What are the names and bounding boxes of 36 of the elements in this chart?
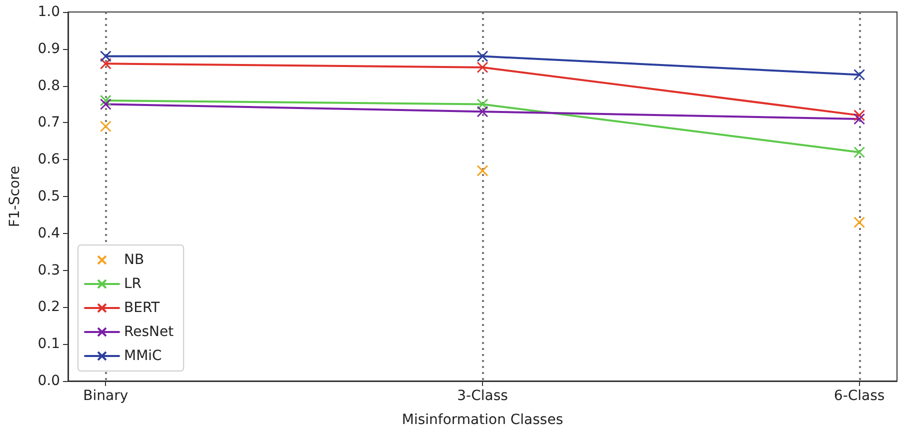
point [476, 50, 488, 62]
y-axis-title: F1-Score [7, 166, 23, 228]
legend-label: ResNet [124, 324, 174, 340]
y-tick-label: 0.8 [38, 78, 60, 94]
x-tick-label: Binary [83, 388, 128, 404]
point [100, 120, 112, 132]
point [854, 113, 866, 125]
legend-label: LR [124, 276, 142, 292]
y-tick-label: 0.9 [38, 40, 60, 57]
y-tick-label: 0.3 [38, 262, 60, 278]
point [100, 98, 112, 110]
x-axis-title: Misinformation Classes [402, 412, 564, 428]
y-tick-label: 0.7 [38, 114, 60, 131]
point [854, 216, 866, 228]
point [854, 68, 866, 80]
point [100, 50, 112, 62]
y-tick-label: 0.5 [38, 188, 60, 204]
point [476, 164, 488, 176]
point [100, 58, 112, 70]
y-tick-label: 0.0 [38, 373, 60, 389]
y-tick-label: 1.0 [38, 4, 60, 20]
point [854, 146, 866, 158]
y-tick-label: 0.6 [38, 152, 60, 168]
point [100, 94, 112, 106]
x-tick-label: 6-Class [834, 388, 885, 404]
legend-label: MMiC [124, 348, 162, 364]
y-tick-label: 0.1 [38, 336, 60, 352]
point [476, 98, 488, 110]
legend-label: NB [124, 252, 144, 268]
point [476, 62, 488, 74]
y-tick-label: 0.4 [38, 225, 60, 242]
y-tick-label: 0.2 [38, 299, 60, 316]
x-tick-label: 3-Class [457, 388, 508, 404]
point [476, 106, 488, 118]
point [854, 110, 866, 122]
legend-label: BERT [124, 300, 160, 316]
